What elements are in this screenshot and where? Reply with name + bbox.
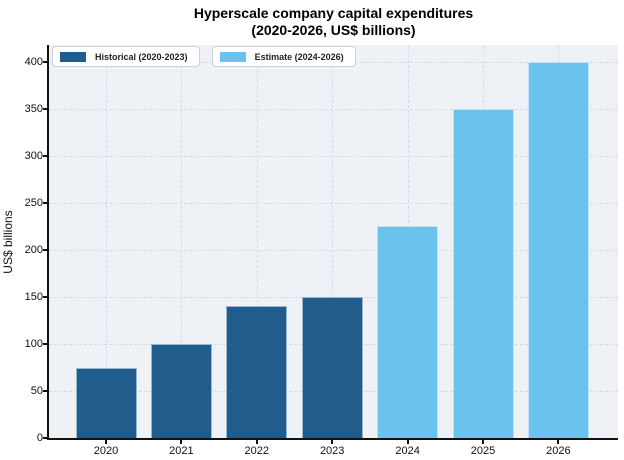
y-tick-label: 150 bbox=[24, 290, 43, 303]
chart-title-line1: Hyperscale company capital expenditures bbox=[193, 5, 474, 21]
y-tick-label: 200 bbox=[24, 243, 43, 256]
bar-2024 bbox=[377, 226, 439, 438]
x-tick-label-2022: 2022 bbox=[244, 445, 270, 457]
vertical-gridline bbox=[106, 45, 107, 438]
bar-2026 bbox=[527, 61, 589, 438]
vertical-gridline bbox=[256, 45, 258, 438]
x-tick-label-2023: 2023 bbox=[319, 445, 345, 457]
x-tick-label-2020: 2020 bbox=[93, 445, 119, 457]
y-tick-mark bbox=[43, 342, 47, 345]
estimate-swatch bbox=[219, 51, 246, 62]
x-tick-mark bbox=[557, 440, 560, 444]
x-tick-mark bbox=[406, 440, 409, 444]
y-tick-label: 250 bbox=[24, 196, 43, 209]
bar-2020 bbox=[75, 367, 137, 438]
legend-label-historical: Historical (2020-2023) bbox=[95, 51, 188, 62]
y-tick-mark bbox=[43, 437, 47, 439]
y-tick-label: 0 bbox=[36, 432, 43, 444]
x-tick-label-2024: 2024 bbox=[395, 445, 420, 457]
y-tick-mark bbox=[43, 201, 47, 204]
legend-box-estimate: Estimate (2024-2026) bbox=[211, 46, 356, 67]
plot-inner bbox=[49, 45, 618, 438]
x-tick-mark bbox=[482, 440, 484, 444]
x-tick-mark bbox=[255, 440, 258, 444]
bar-2025 bbox=[452, 108, 514, 438]
y-tick-label: 50 bbox=[30, 384, 43, 397]
y-tick-mark bbox=[43, 154, 47, 157]
y-tick-mark bbox=[43, 248, 47, 251]
y-tick-mark bbox=[43, 60, 47, 63]
x-tick-mark bbox=[105, 440, 107, 444]
chart-legend: Historical (2020-2023) Estimate (2024-20… bbox=[52, 46, 356, 67]
bar-2022 bbox=[226, 306, 288, 438]
vertical-gridline bbox=[332, 45, 334, 438]
bar-2021 bbox=[150, 343, 212, 438]
legend-box-historical: Historical (2020-2023) bbox=[52, 46, 200, 67]
x-tick-label-2026: 2026 bbox=[546, 445, 571, 457]
y-tick-mark bbox=[43, 295, 47, 298]
horizontal-gridline bbox=[49, 108, 618, 110]
horizontal-gridline bbox=[49, 155, 618, 157]
x-tick-label-2021: 2021 bbox=[169, 445, 194, 457]
x-tick-label-2025: 2025 bbox=[470, 445, 496, 457]
y-tick-label: 300 bbox=[24, 149, 43, 162]
historical-swatch bbox=[60, 51, 86, 62]
plot-area: Historical (2020-2023) Estimate (2024-20… bbox=[47, 45, 618, 440]
x-tick-mark bbox=[331, 440, 334, 444]
horizontal-gridline bbox=[49, 249, 618, 251]
legend-label-estimate: Estimate (2024-2026) bbox=[254, 51, 344, 62]
x-tick-mark bbox=[180, 440, 183, 444]
chart-title: Hyperscale company capital expenditures … bbox=[49, 5, 618, 39]
horizontal-gridline bbox=[49, 202, 618, 204]
y-tick-label: 350 bbox=[24, 102, 43, 115]
bar-2023 bbox=[301, 296, 363, 438]
y-tick-label: 100 bbox=[24, 337, 43, 350]
chart-title-line2: (2020-2026, US$ billions) bbox=[251, 22, 416, 38]
y-tick-mark bbox=[43, 389, 47, 392]
vertical-gridline bbox=[181, 45, 183, 438]
y-tick-label: 400 bbox=[24, 55, 43, 68]
y-tick-mark bbox=[43, 107, 47, 110]
